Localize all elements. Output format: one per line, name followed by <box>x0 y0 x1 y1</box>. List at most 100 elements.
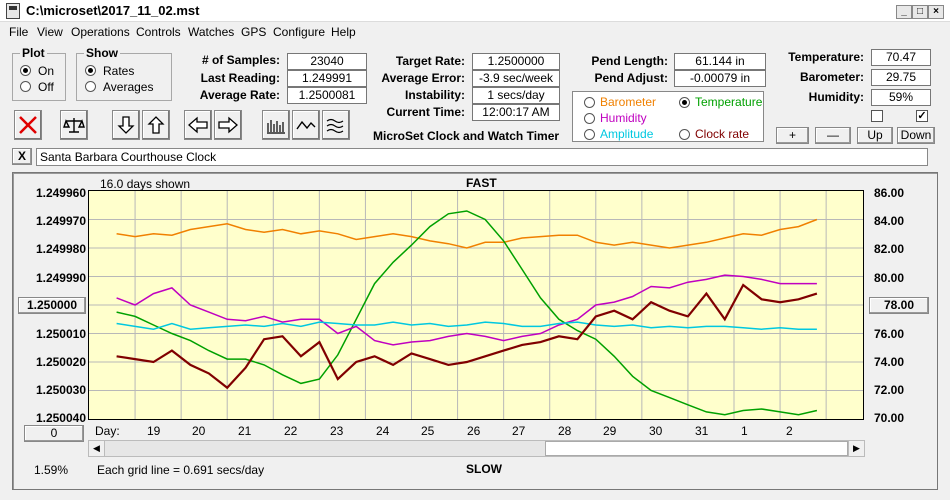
plot-on-label: On <box>38 64 55 78</box>
close-clock-button[interactable]: X <box>12 148 32 165</box>
title-bar: C:\microset\2017_11_02.mst _ □ × <box>0 0 950 22</box>
temperature-radio[interactable] <box>679 97 690 108</box>
temperature-label: Temperature: <box>788 50 864 64</box>
right-center-button[interactable]: 78.00 <box>869 297 929 314</box>
current-time-field: 12:00:17 AM <box>472 104 560 121</box>
aux-right-checkbox[interactable]: ✓ <box>916 110 928 122</box>
barometer-field: 29.75 <box>871 69 931 86</box>
day-label: 1 <box>741 424 748 438</box>
menu-help[interactable]: Help <box>331 25 356 39</box>
scale-plus-button[interactable]: + <box>776 127 809 144</box>
down-arrow-button[interactable] <box>112 110 140 140</box>
line-graph-icon <box>296 120 316 130</box>
plot-area <box>88 190 864 420</box>
clear-button[interactable] <box>14 110 42 140</box>
day-label: 21 <box>238 424 252 438</box>
humidity-option-label: Humidity <box>600 111 647 125</box>
right-axis-tick: 70.00 <box>874 411 905 425</box>
humidity-label: Humidity: <box>808 90 864 104</box>
wave-view-button[interactable] <box>322 110 350 140</box>
average-rate-field: 1.2500081 <box>287 87 367 104</box>
window-title: C:\microset\2017_11_02.mst <box>26 3 200 18</box>
day-caption: Day: <box>95 424 120 438</box>
right-arrow-button[interactable] <box>214 110 242 140</box>
menu-gps[interactable]: GPS <box>241 25 267 39</box>
clock-rate-radio[interactable] <box>679 129 690 140</box>
menu-view[interactable]: View <box>37 25 63 39</box>
average-error-field: -3.9 sec/week <box>472 70 560 87</box>
maximize-button[interactable]: □ <box>912 5 928 19</box>
right-axis-tick: 76.00 <box>874 327 905 341</box>
menu-file[interactable]: File <box>9 25 29 39</box>
day-label: 30 <box>649 424 663 438</box>
plot-group-title: Plot <box>20 46 47 60</box>
right-axis-tick: 82.00 <box>874 242 905 256</box>
right-axis-tick: 84.00 <box>874 214 905 228</box>
temperature-field: 70.47 <box>871 49 931 66</box>
line-view-button[interactable] <box>292 110 320 140</box>
day-label: 27 <box>512 424 526 438</box>
left-axis-tick: 1.249990 <box>35 271 86 285</box>
scroll-right-arrow[interactable]: ▶ <box>848 441 864 456</box>
minimize-button[interactable]: _ <box>896 5 912 19</box>
scroll-thumb[interactable] <box>545 441 848 456</box>
right-axis-tick: 80.00 <box>874 271 905 285</box>
show-group <box>76 53 172 101</box>
scale-up-button[interactable]: Up <box>857 127 893 144</box>
balance-button[interactable] <box>60 110 88 140</box>
left-arrow-button[interactable] <box>184 110 212 140</box>
bottom-left-button[interactable]: 0 <box>24 425 84 442</box>
day-label: 23 <box>330 424 344 438</box>
barometer-label: Barometer: <box>799 70 864 84</box>
barometer-option-label: Barometer <box>600 95 657 109</box>
amplitude-radio[interactable] <box>584 129 595 140</box>
target-rate-label: Target Rate: <box>395 54 465 68</box>
menu-configure[interactable]: Configure <box>273 25 326 39</box>
app-icon <box>6 3 20 19</box>
barometer-radio[interactable] <box>584 97 595 108</box>
plot-off-label: Off <box>38 80 54 94</box>
show-rates-radio[interactable] <box>85 65 96 76</box>
day-label: 22 <box>284 424 298 438</box>
target-rate-field[interactable]: 1.2500000 <box>472 53 560 70</box>
left-center-button[interactable]: 1.250000 <box>18 297 86 314</box>
percent-label: 1.59% <box>34 463 69 477</box>
series-line-humidity <box>116 274 817 346</box>
arrow-left-icon <box>188 116 208 134</box>
right-axis-tick: 86.00 <box>874 186 905 200</box>
scale-down-button[interactable]: Down <box>897 127 935 144</box>
right-axis-tick: 72.00 <box>874 383 905 397</box>
right-axis-tick: 74.00 <box>874 355 905 369</box>
last-reading-label: Last Reading: <box>200 71 280 85</box>
arrow-up-icon <box>147 116 165 134</box>
pend-adjust-label: Pend Adjust: <box>594 71 668 85</box>
day-label: 19 <box>147 424 161 438</box>
arrow-right-icon <box>218 116 238 134</box>
menu-watches[interactable]: Watches <box>188 25 235 39</box>
bars-view-button[interactable] <box>262 110 290 140</box>
close-window-button[interactable]: × <box>928 5 944 19</box>
scale-minus-button[interactable]: — <box>815 127 851 144</box>
aux-left-checkbox[interactable] <box>871 110 883 122</box>
show-averages-radio[interactable] <box>85 81 96 92</box>
samples-label: # of Samples: <box>201 53 280 67</box>
arrow-down-icon <box>117 116 135 134</box>
temperature-option-label: Temperature <box>695 95 763 109</box>
scroll-left-arrow[interactable]: ◀ <box>89 441 105 456</box>
pend-length-field[interactable]: 61.144 in <box>674 53 766 70</box>
left-axis-tick: 1.249980 <box>35 242 86 256</box>
menu-operations[interactable]: Operations <box>71 25 130 39</box>
last-reading-field: 1.249991 <box>287 70 367 87</box>
plot-on-radio[interactable] <box>20 65 31 76</box>
humidity-field: 59% <box>871 89 931 106</box>
humidity-radio[interactable] <box>584 113 595 124</box>
clock-name-field[interactable]: Santa Barbara Courthouse Clock <box>36 148 928 166</box>
day-label: 24 <box>376 424 390 438</box>
menu-controls[interactable]: Controls <box>136 25 181 39</box>
days-shown-label: 16.0 days shown <box>100 177 191 191</box>
day-label: 25 <box>421 424 435 438</box>
series-line-amplitude <box>116 321 817 330</box>
up-arrow-button[interactable] <box>142 110 170 140</box>
left-axis-tick: 1.250020 <box>35 355 86 369</box>
plot-off-radio[interactable] <box>20 81 31 92</box>
